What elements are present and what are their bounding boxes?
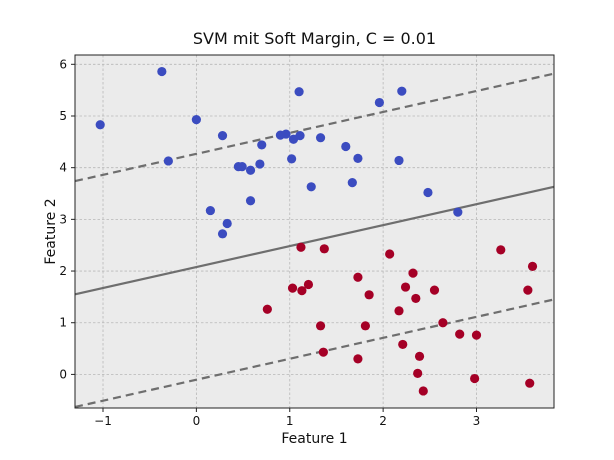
data-point-red: [429, 285, 440, 295]
data-point-blue: [374, 97, 384, 108]
data-point-red: [438, 318, 448, 328]
data-point-red: [527, 261, 538, 271]
data-point-red: [385, 249, 395, 259]
chart-title: SVM mit Soft Margin, C = 0.01: [193, 29, 436, 48]
data-point-blue: [217, 229, 228, 239]
data-point-blue: [237, 162, 247, 172]
data-point-red: [303, 279, 314, 290]
x-tick-label: 2: [379, 414, 387, 428]
data-point-blue: [341, 141, 351, 152]
data-point-blue: [287, 154, 297, 164]
data-point-blue: [294, 87, 304, 97]
y-tick-label: 4: [59, 161, 67, 175]
data-point-blue: [245, 165, 256, 175]
data-point-red: [411, 293, 421, 304]
data-point-red: [394, 306, 404, 316]
data-point-red: [408, 268, 418, 278]
data-point-blue: [453, 207, 463, 217]
data-point-blue: [295, 131, 305, 141]
data-point-red: [287, 283, 298, 293]
data-point-blue: [255, 159, 265, 169]
data-point-blue: [245, 196, 256, 206]
data-point-red: [496, 245, 506, 255]
x-axis-label: Feature 1: [281, 431, 347, 447]
plot-background: [75, 55, 554, 408]
data-point-blue: [157, 66, 167, 77]
data-point-blue: [353, 153, 363, 163]
x-tick-label: −1: [94, 414, 112, 428]
data-point-red: [523, 285, 533, 295]
y-tick-label: 5: [59, 109, 67, 123]
decision-boundary-line: [74, 185, 555, 296]
y-axis-ticks: 0 1 2 3 4 5 6: [59, 57, 75, 381]
x-tick-label: 1: [286, 414, 294, 428]
data-point-red: [353, 272, 363, 282]
data-point-red: [318, 347, 328, 357]
data-point-red: [262, 304, 272, 314]
data-point-blue: [217, 131, 228, 141]
data-point-red: [315, 321, 326, 331]
data-point-blue: [423, 187, 433, 198]
data-point-red: [418, 386, 428, 396]
data-point-blue: [257, 140, 267, 150]
data-point-blue: [163, 156, 173, 166]
data-point-red: [297, 286, 307, 296]
data-point-red: [414, 351, 425, 361]
data-point-red: [471, 330, 482, 340]
y-tick-label: 3: [59, 212, 67, 226]
plot-frame: [74, 54, 555, 409]
data-point-blue: [315, 133, 326, 143]
data-point-red: [319, 244, 329, 254]
svm-lines: [74, 72, 555, 409]
data-point-red: [413, 368, 423, 378]
y-axis-label: Feature 2: [43, 198, 59, 264]
data-points: [95, 66, 538, 396]
grid: [75, 55, 554, 408]
data-point-red: [353, 354, 363, 364]
data-point-red: [455, 329, 465, 339]
data-point-red: [400, 282, 411, 292]
data-point-blue: [281, 129, 291, 139]
y-tick-label: 0: [59, 367, 67, 381]
data-point-red: [360, 321, 370, 331]
margin-upper-line: [74, 72, 555, 183]
data-point-blue: [394, 155, 404, 166]
data-point-blue: [306, 182, 316, 192]
data-point-red: [470, 373, 480, 384]
data-point-red: [525, 378, 535, 388]
x-tick-label: 3: [473, 414, 481, 428]
data-point-red: [364, 290, 374, 300]
data-point-red: [398, 339, 408, 350]
y-tick-label: 1: [59, 316, 67, 330]
margin-lower-line: [74, 298, 555, 409]
data-point-blue: [191, 115, 201, 125]
data-point-blue: [205, 205, 215, 216]
y-tick-label: 2: [59, 264, 67, 278]
x-axis-ticks: −1 0 1 2 3: [94, 408, 480, 428]
data-point-blue: [397, 86, 407, 96]
x-tick-label: 0: [193, 414, 201, 428]
y-tick-label: 6: [59, 57, 67, 71]
data-point-blue: [347, 178, 357, 188]
data-point-blue: [95, 120, 105, 130]
data-point-red: [296, 242, 306, 252]
data-point-blue: [222, 218, 232, 229]
